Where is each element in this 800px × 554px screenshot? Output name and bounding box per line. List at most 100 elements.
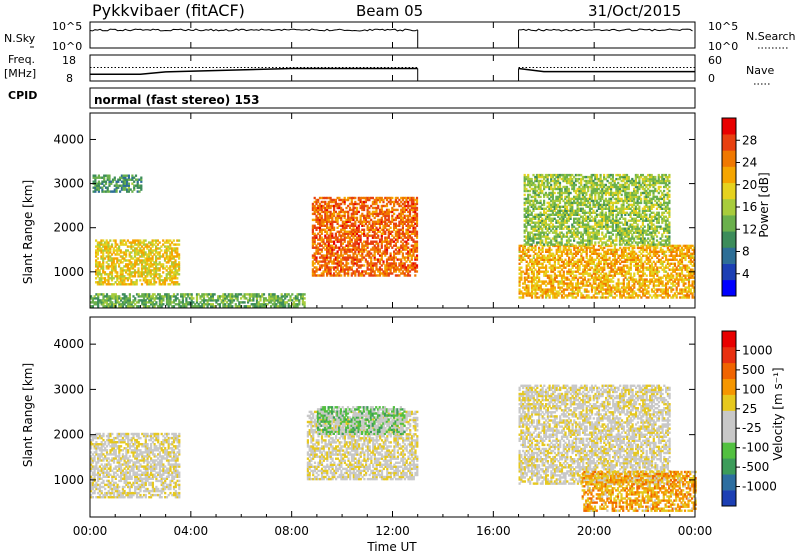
heat-cell xyxy=(333,236,336,239)
heat-cell xyxy=(347,256,350,259)
heat-cell xyxy=(322,228,325,231)
heat-cell xyxy=(412,266,415,269)
heat-cell xyxy=(98,243,101,246)
heat-cell xyxy=(380,258,383,261)
heat-cell xyxy=(338,270,341,273)
heat-cell xyxy=(525,284,528,287)
heat-cell xyxy=(178,283,181,286)
heat-cell xyxy=(130,283,133,286)
heat-cell xyxy=(135,261,138,264)
heat-cell xyxy=(224,297,227,300)
heat-cell xyxy=(414,206,417,210)
heat-cell xyxy=(240,293,243,296)
heat-cell xyxy=(103,180,106,183)
heat-cell xyxy=(222,295,225,298)
heat-cell xyxy=(571,282,574,285)
heat-cell xyxy=(380,238,383,241)
heat-cell xyxy=(317,252,320,255)
heat-cell xyxy=(116,283,119,286)
heat-cell xyxy=(380,218,383,222)
heat-cell xyxy=(144,305,147,308)
heat-cell xyxy=(414,218,417,222)
heat-cell xyxy=(550,248,553,252)
heat-cell xyxy=(174,259,177,262)
heat-cell xyxy=(107,259,110,262)
heat-cell xyxy=(301,297,304,300)
heat-cell xyxy=(331,244,334,247)
heat-cell xyxy=(192,305,195,308)
heat-cell xyxy=(315,216,318,220)
heat-cell xyxy=(333,268,336,271)
heat-cell xyxy=(313,266,316,269)
heat-cell xyxy=(403,208,406,212)
heat-cell xyxy=(322,240,325,243)
nsearch-label: N.Search xyxy=(746,30,796,43)
heat-cell xyxy=(137,253,140,256)
heat-cell xyxy=(298,301,301,304)
heat-cell xyxy=(391,200,394,204)
heat-cell xyxy=(98,261,101,264)
heat-cell xyxy=(146,269,149,272)
heat-cell xyxy=(520,270,523,273)
heat-cell xyxy=(137,257,140,260)
heat-cell xyxy=(364,254,367,257)
heat-cell xyxy=(382,224,385,227)
heat-cell xyxy=(394,238,397,241)
heat-cell xyxy=(334,252,337,255)
heat-cell xyxy=(98,301,101,304)
heat-cell xyxy=(102,243,105,246)
heat-cell xyxy=(121,293,124,296)
heat-cell xyxy=(345,266,348,269)
heat-cell xyxy=(105,297,109,300)
heat-cell xyxy=(361,256,364,259)
heat-cell xyxy=(119,277,122,280)
heat-cell xyxy=(412,262,415,265)
heat-cell xyxy=(102,277,105,280)
heat-cell xyxy=(617,278,620,281)
heat-cell xyxy=(151,297,154,300)
heat-cell xyxy=(317,204,320,208)
heat-cell xyxy=(97,303,100,306)
heat-cell xyxy=(350,214,353,218)
heat-cell xyxy=(107,245,110,248)
heat-cell xyxy=(137,263,140,266)
heat-cell xyxy=(114,241,117,244)
heat-cell xyxy=(116,279,119,282)
heat-cell xyxy=(105,243,108,246)
heat-cell xyxy=(401,210,404,214)
heat-cell xyxy=(158,257,161,260)
heat-cell xyxy=(661,280,664,283)
heat-cell xyxy=(294,305,297,308)
heat-cell xyxy=(119,176,122,179)
heat-cell xyxy=(324,228,327,231)
heat-cell xyxy=(271,297,274,300)
heat-cell xyxy=(394,268,397,271)
nsky-segment xyxy=(518,28,693,32)
heat-cell xyxy=(144,275,147,278)
heat-cell xyxy=(103,184,106,187)
heat-cell xyxy=(128,273,131,276)
heat-cell xyxy=(387,218,390,222)
heat-cell xyxy=(348,224,352,227)
heat-cell xyxy=(318,202,322,206)
heat-cell xyxy=(151,273,154,276)
heat-cell xyxy=(377,234,380,237)
power-heatmap xyxy=(90,173,696,308)
heat-cell xyxy=(375,196,378,200)
heat-cell xyxy=(340,260,343,263)
heat-cell xyxy=(296,299,299,302)
heat-cell xyxy=(167,271,170,274)
heat-cell xyxy=(415,248,419,251)
heat-cell xyxy=(324,220,327,223)
heat-cell xyxy=(165,247,168,250)
heat-cell xyxy=(123,297,126,300)
heat-cell xyxy=(354,262,357,265)
heat-cell xyxy=(282,303,285,306)
heat-cell xyxy=(345,258,348,261)
heat-cell xyxy=(102,269,105,272)
heat-cell xyxy=(98,281,101,284)
heat-cell xyxy=(130,245,133,248)
heat-cell xyxy=(296,303,299,306)
heat-cell xyxy=(394,232,397,235)
heat-cell xyxy=(326,248,329,251)
